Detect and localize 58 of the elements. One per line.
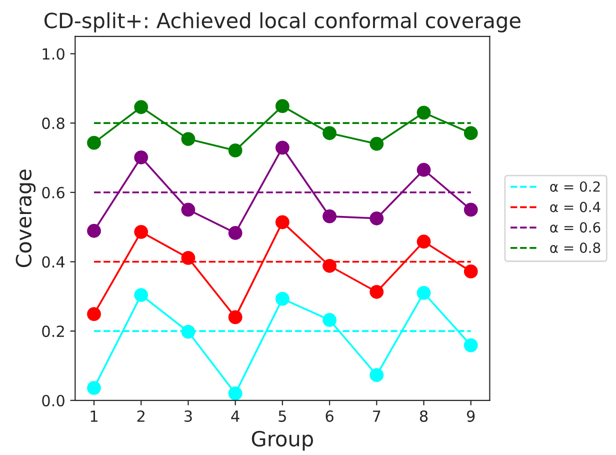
y-tick-label: 0.8 xyxy=(42,118,64,130)
point xyxy=(370,211,384,226)
point xyxy=(228,310,242,324)
point xyxy=(464,202,478,217)
y-axis-title: Coverage xyxy=(16,170,36,268)
point xyxy=(87,224,101,238)
point xyxy=(275,215,290,230)
point xyxy=(275,99,290,114)
y-tick-label: 0.4 xyxy=(42,256,65,268)
point xyxy=(322,209,336,224)
point xyxy=(370,368,384,382)
chart-title: CD-split+: Achieved local conformal coverage xyxy=(44,12,520,32)
x-axis-title: Group xyxy=(252,430,314,451)
point xyxy=(87,380,101,395)
point xyxy=(322,258,336,273)
point xyxy=(181,132,196,146)
point xyxy=(134,100,148,114)
point xyxy=(181,250,196,265)
x-tick-label: 3 xyxy=(184,410,192,422)
point xyxy=(134,288,148,302)
y-tick-label: 0.0 xyxy=(42,394,64,406)
x-tick-label: 7 xyxy=(373,410,380,422)
point xyxy=(416,286,431,300)
point xyxy=(416,106,431,120)
point xyxy=(275,292,290,306)
y-tick-label: 0.2 xyxy=(42,326,64,338)
point xyxy=(228,386,242,400)
point xyxy=(228,226,242,240)
y-tick-label: 1.0 xyxy=(42,48,64,60)
x-tick-label: 5 xyxy=(278,410,286,422)
point xyxy=(181,324,196,339)
point xyxy=(464,338,478,352)
point xyxy=(322,313,336,327)
point xyxy=(464,264,478,278)
point xyxy=(87,307,101,322)
point xyxy=(181,202,196,217)
y-tick-label: 0.6 xyxy=(42,186,64,198)
point xyxy=(134,150,148,164)
point xyxy=(134,224,148,239)
point xyxy=(464,126,478,140)
legend-label: α = 0.4 xyxy=(550,202,600,212)
point xyxy=(416,162,431,177)
point xyxy=(416,234,431,249)
point xyxy=(87,136,101,150)
x-tick-label: 8 xyxy=(420,410,428,422)
point xyxy=(228,144,242,158)
x-tick-label: 4 xyxy=(231,410,240,422)
x-tick-label: 1 xyxy=(90,410,98,422)
point xyxy=(322,126,336,140)
point xyxy=(370,284,384,299)
x-tick-label: 2 xyxy=(137,410,144,422)
point xyxy=(370,136,384,151)
x-tick-label: 6 xyxy=(326,410,334,422)
point xyxy=(275,140,290,155)
legend-label: α = 0.8 xyxy=(550,242,600,254)
legend-label: α = 0.6 xyxy=(550,222,600,233)
x-tick-label: 9 xyxy=(466,410,475,422)
legend-label: α = 0.2 xyxy=(550,181,600,192)
